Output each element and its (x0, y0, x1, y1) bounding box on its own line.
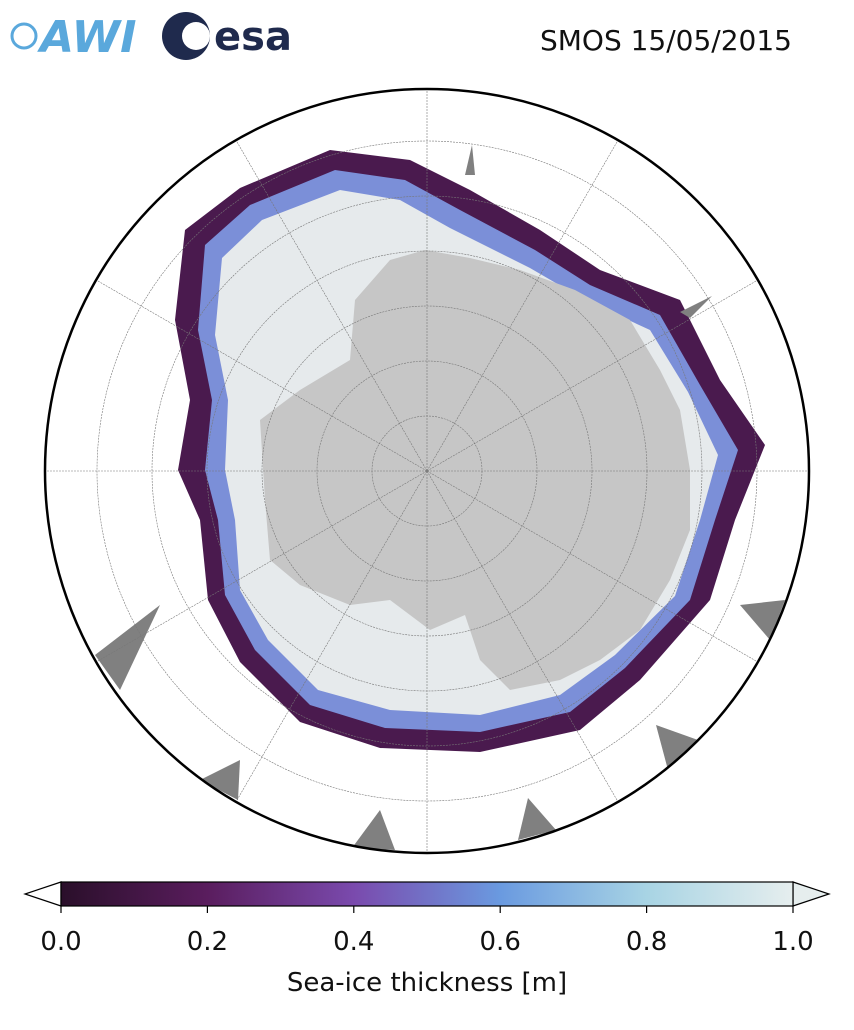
colorbar-tick-label: 0.0 (40, 927, 81, 957)
title: SMOS 15/05/2015 (540, 24, 792, 57)
meridian (235, 470, 428, 802)
meridian (96, 279, 428, 472)
land-outside (95, 145, 785, 850)
colorbar-extend-high (792, 881, 831, 907)
colorbar: Sea-ice thickness [m] 0.0 0.2 0.4 0.6 0.8 1.0 (23, 881, 831, 998)
meridian (426, 140, 619, 472)
meridian (426, 279, 758, 472)
colorbar-tick-label: 0.2 (187, 927, 228, 957)
colorbar-label: Sea-ice thickness [m] (287, 968, 567, 998)
awi-logo: AWI (10, 12, 137, 63)
graticule (45, 89, 809, 853)
awi-logo-text: AWI (37, 12, 137, 63)
map (45, 89, 809, 853)
colorbar-bar (60, 881, 794, 907)
colorbar-tick-label: 0.8 (626, 927, 667, 957)
map-frame (43, 87, 811, 855)
meridian (96, 470, 428, 663)
colorbar-tick-label: 1.0 (772, 927, 813, 957)
meridian (235, 140, 428, 472)
meridian (426, 470, 758, 663)
meridian (426, 470, 619, 802)
esa-logo-text: esa (214, 14, 292, 60)
colorbar-tick-label: 0.6 (480, 927, 521, 957)
colorbar-tick-label: 0.4 (333, 927, 374, 957)
esa-logo: esa (162, 12, 292, 60)
colorbar-extend-low (23, 881, 62, 907)
antarctica (260, 250, 690, 690)
